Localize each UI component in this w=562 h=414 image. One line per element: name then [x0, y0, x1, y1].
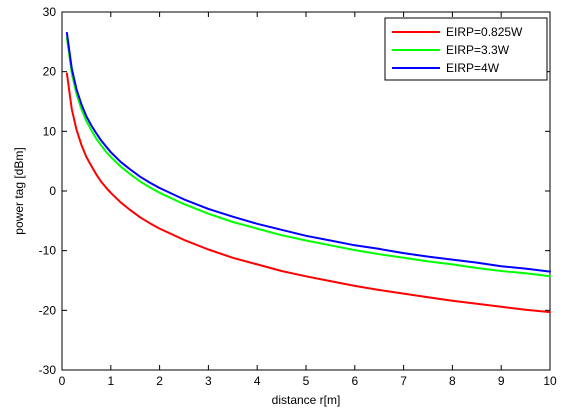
y-tick-label: -20 — [39, 303, 57, 317]
x-tick-label: 7 — [400, 374, 407, 388]
x-tick-label: 9 — [498, 374, 505, 388]
legend-label-1: EIRP=0.825W — [446, 25, 523, 39]
x-tick-label: 8 — [449, 374, 456, 388]
y-tick-label: -10 — [39, 244, 57, 258]
series-lines — [65, 31, 551, 314]
x-tick-label: 10 — [543, 374, 557, 388]
y-axis-ticks: 30 20 10 0 -10 -20 -30 — [39, 5, 550, 377]
x-tick-label: 1 — [107, 374, 114, 388]
x-tick-label: 6 — [351, 374, 358, 388]
x-tick-label: 2 — [156, 374, 163, 388]
legend-items: EIRP=0.825W EIRP=3.3W EIRP=4W — [392, 25, 523, 75]
legend-label-2: EIRP=3.3W — [446, 43, 510, 57]
x-tick-label: 5 — [303, 374, 310, 388]
y-tick-label: 0 — [49, 184, 56, 198]
legend: EIRP=0.825W EIRP=3.3W EIRP=4W — [384, 17, 548, 81]
x-axis-ticks: 0 1 2 3 4 5 6 7 8 9 10 — [59, 12, 557, 388]
y-tick-label: 20 — [43, 65, 57, 79]
series-line-2 — [65, 36, 551, 278]
y-tick-label: 10 — [43, 124, 57, 138]
y-tick-label: -30 — [39, 363, 57, 377]
x-tick-label: 4 — [254, 374, 261, 388]
x-axis-label: distance r[m] — [272, 393, 341, 407]
y-tick-label: 30 — [43, 5, 57, 19]
x-tick-label: 0 — [59, 374, 66, 388]
y-axis-label: power tag [dBm] — [12, 147, 26, 234]
series-line-1 — [65, 72, 551, 314]
series-line-3 — [65, 31, 551, 273]
x-tick-label: 3 — [205, 374, 212, 388]
legend-label-3: EIRP=4W — [446, 61, 500, 75]
